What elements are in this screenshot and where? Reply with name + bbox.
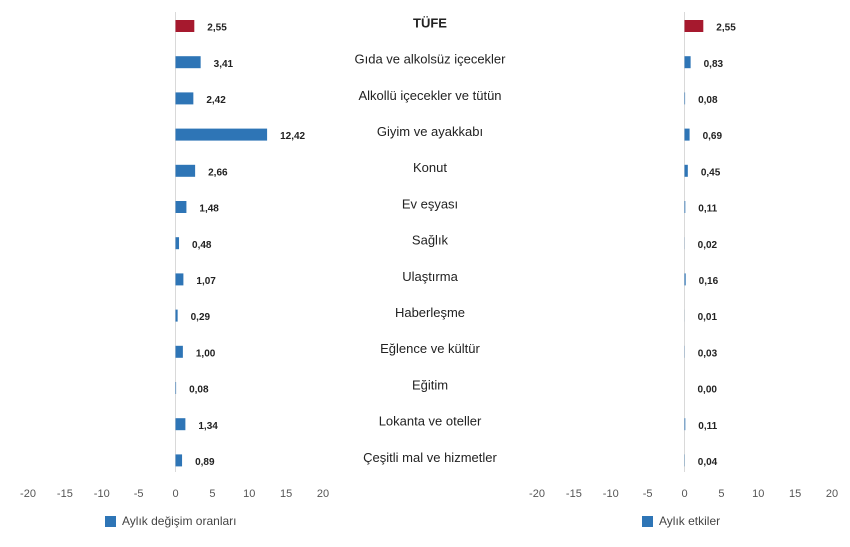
value-label: 12,42 bbox=[280, 131, 305, 142]
x-tick-label: 10 bbox=[243, 488, 255, 500]
legend-swatch bbox=[105, 516, 116, 527]
x-tick-label: -5 bbox=[643, 488, 653, 500]
x-tick-label: -20 bbox=[20, 488, 36, 500]
value-label: 0,04 bbox=[698, 457, 718, 468]
value-label: 0,00 bbox=[698, 385, 718, 396]
x-tick-label: 20 bbox=[317, 488, 329, 500]
category-label: Lokanta ve oteller bbox=[379, 414, 482, 429]
value-label: 0,89 bbox=[195, 457, 215, 468]
category-label: Gıda ve alkolsüz içecekler bbox=[354, 52, 506, 67]
category-label: Ulaştırma bbox=[402, 269, 458, 284]
bar bbox=[175, 201, 187, 213]
x-tick-label: -20 bbox=[529, 488, 545, 500]
bar bbox=[684, 273, 686, 286]
category-label: Haberleşme bbox=[395, 305, 465, 320]
value-label: 0,11 bbox=[698, 204, 717, 215]
x-tick-label: -15 bbox=[566, 488, 582, 500]
value-label: 2,66 bbox=[208, 167, 228, 178]
value-label: 0,16 bbox=[699, 276, 719, 287]
bar bbox=[684, 56, 691, 69]
bar bbox=[175, 164, 196, 177]
value-label: 0,01 bbox=[698, 312, 718, 323]
bar bbox=[684, 418, 686, 431]
x-tick-label: 15 bbox=[789, 488, 801, 500]
x-tick-label: -10 bbox=[603, 488, 619, 500]
bar bbox=[175, 128, 268, 141]
bar bbox=[175, 273, 184, 286]
category-label: Eğlence ve kültür bbox=[380, 341, 480, 356]
category-label: Sağlık bbox=[412, 233, 449, 248]
value-label: 0,45 bbox=[701, 167, 721, 178]
value-label: 1,34 bbox=[198, 421, 218, 432]
category-label: Konut bbox=[413, 160, 447, 175]
value-label: 0,48 bbox=[192, 240, 212, 251]
value-label: 0,69 bbox=[703, 131, 723, 142]
bar bbox=[175, 454, 183, 467]
bar bbox=[684, 128, 690, 141]
category-label: TÜFE bbox=[413, 15, 447, 30]
x-tick-label: -5 bbox=[134, 488, 144, 500]
legend-label: Aylık değişim oranları bbox=[122, 514, 237, 528]
x-tick-label: -15 bbox=[57, 488, 73, 500]
value-label: 2,42 bbox=[206, 95, 226, 106]
bar bbox=[684, 92, 686, 105]
value-label: 0,11 bbox=[698, 421, 717, 432]
value-label: 1,48 bbox=[199, 204, 219, 215]
value-label: 0,29 bbox=[191, 312, 211, 323]
x-tick-label: 10 bbox=[752, 488, 764, 500]
value-label: 0,02 bbox=[698, 240, 718, 251]
category-label: Çeşitli mal ve hizmetler bbox=[363, 450, 497, 465]
x-tick-label: 5 bbox=[718, 488, 724, 500]
x-tick-label: 15 bbox=[280, 488, 292, 500]
bar bbox=[175, 382, 177, 394]
value-label: 0,03 bbox=[698, 348, 718, 359]
bar bbox=[175, 418, 186, 431]
value-label: 2,55 bbox=[716, 23, 736, 34]
bar bbox=[175, 92, 194, 105]
bar bbox=[175, 309, 178, 322]
value-label: 0,08 bbox=[698, 95, 718, 106]
value-label: 3,41 bbox=[214, 59, 234, 70]
value-label: 1,00 bbox=[196, 348, 216, 359]
value-label: 2,55 bbox=[207, 23, 227, 34]
bar bbox=[175, 20, 195, 32]
value-label: 1,07 bbox=[196, 276, 216, 287]
x-tick-label: 5 bbox=[209, 488, 215, 500]
value-label: 0,08 bbox=[189, 385, 209, 396]
x-tick-label: -10 bbox=[94, 488, 110, 500]
x-tick-label: 0 bbox=[172, 488, 178, 500]
x-tick-label: 0 bbox=[681, 488, 687, 500]
bar bbox=[175, 237, 180, 250]
bar bbox=[175, 56, 201, 69]
bar bbox=[684, 20, 704, 32]
legend-label: Aylık etkiler bbox=[659, 514, 720, 528]
x-tick-label: 20 bbox=[826, 488, 838, 500]
category-label: Giyim ve ayakkabı bbox=[377, 124, 483, 139]
category-label: Ev eşyası bbox=[402, 196, 458, 211]
category-label: Eğitim bbox=[412, 377, 448, 392]
bar bbox=[684, 201, 686, 213]
bar bbox=[175, 345, 183, 358]
bar bbox=[684, 164, 688, 177]
legend-swatch bbox=[642, 516, 653, 527]
category-label: Alkollü içecekler ve tütün bbox=[358, 88, 501, 103]
value-label: 0,83 bbox=[704, 59, 724, 70]
